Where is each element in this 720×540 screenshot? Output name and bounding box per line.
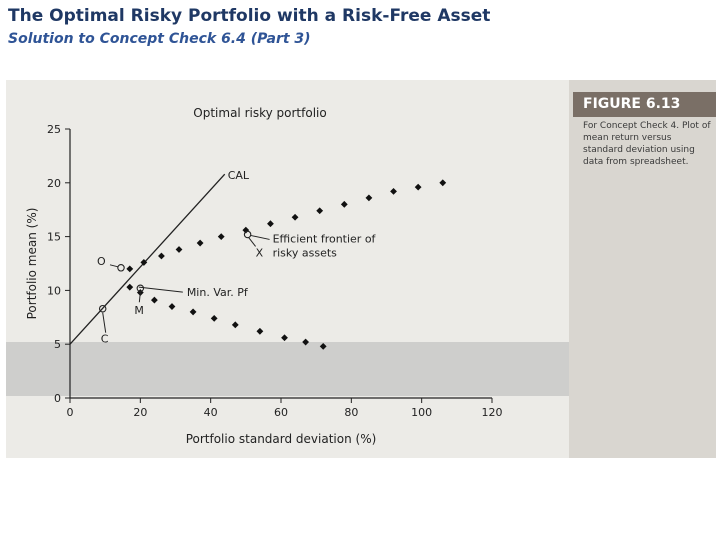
efficient-frontier-point: [140, 259, 148, 266]
point-x-label: X: [256, 246, 264, 259]
inefficient-frontier-point: [302, 338, 310, 346]
cal-line: [69, 173, 226, 345]
efficient-frontier-point: [267, 220, 274, 228]
y-tick-label: 10: [47, 284, 61, 297]
point-o-label: O: [97, 255, 106, 268]
efficient-frontier-point: [439, 179, 447, 187]
figure-side-panel: FIGURE 6.13 For Concept Check 4. Plot of…: [569, 80, 716, 458]
efficient-frontier-label-line1: Efficient frontier of: [273, 232, 377, 245]
efficient-frontier-point: [390, 188, 397, 195]
efficient-frontier-point: [175, 246, 183, 253]
efficient-frontier-label-line2: risky assets: [273, 246, 338, 259]
inefficient-frontier-points: [126, 283, 327, 350]
inefficient-frontier-point: [231, 321, 239, 329]
efficient-frontier-point: [158, 252, 165, 260]
show-through-band: [6, 342, 569, 396]
y-tick-label: 25: [47, 123, 61, 136]
pointer-m: [138, 292, 141, 303]
pointer-efficient-frontier: [250, 234, 270, 240]
plot-panel: ​ Optimal risky portfolio 02040608010012…: [6, 80, 569, 458]
min-var-label: Min. Var. Pf: [187, 286, 249, 299]
x-ticks: 0 20 40 60 80 100 120: [67, 398, 503, 419]
efficient-frontier-points: [126, 179, 447, 273]
y-tick-label: 20: [47, 177, 61, 190]
inefficient-frontier-point: [256, 327, 264, 335]
cal-label: CAL: [228, 169, 250, 182]
y-tick-label: 0: [54, 392, 61, 405]
efficient-frontier-point: [196, 239, 204, 247]
y-ticks: 0 5 10 15 20 25: [47, 123, 70, 405]
x-tick-label: 120: [482, 406, 503, 419]
hollow-point-marker: [117, 264, 125, 272]
efficient-frontier-point: [414, 183, 422, 191]
point-c-label: C: [101, 333, 109, 346]
efficient-frontier-point: [291, 213, 299, 221]
efficient-frontier-point: [242, 226, 250, 234]
pointer-c: [102, 312, 107, 333]
efficient-frontier-point: [126, 265, 134, 273]
efficient-frontier-point: [340, 200, 348, 208]
x-axis-title: Portfolio standard deviation (%): [186, 432, 377, 446]
inefficient-frontier-point: [210, 314, 218, 322]
figure-label: FIGURE 6.13: [573, 92, 716, 117]
efficient-frontier-point: [365, 194, 373, 202]
inefficient-frontier-point: [319, 342, 327, 350]
efficient-frontier-point: [217, 233, 225, 240]
figure-caption: For Concept Check 4. Plot of mean return…: [583, 121, 711, 167]
chart-svg: Optimal risky portfolio 0 20 40 60 80 100 120 …: [25, 106, 503, 446]
x-tick-label: 60: [274, 406, 288, 419]
x-tick-label: 0: [67, 406, 74, 419]
x-tick-label: 80: [344, 406, 358, 419]
efficient-frontier-point: [316, 207, 324, 215]
slide-title: The Optimal Risky Portfolio with a Risk-…: [8, 6, 491, 26]
pointer-o: [109, 264, 119, 268]
point-m-label: M: [134, 304, 144, 317]
hollow-point-marker: [243, 230, 252, 239]
inefficient-frontier-point: [126, 283, 134, 291]
x-tick-label: 100: [411, 406, 432, 419]
scanned-figure: ​ Optimal risky portfolio 02040608010012…: [6, 80, 716, 458]
pointer-x: [248, 237, 256, 247]
y-axis-title: Portfolio mean (%): [25, 208, 39, 320]
hollow-point-marker: [98, 304, 107, 313]
inefficient-frontier-point: [168, 303, 176, 310]
hollow-point-marker: [136, 284, 145, 292]
inefficient-frontier-point: [151, 296, 158, 304]
y-tick-label: 5: [54, 338, 61, 351]
pointer-min-var: [138, 286, 183, 293]
inefficient-frontier-point: [281, 334, 288, 342]
chart-title: Optimal risky portfolio: [193, 106, 326, 120]
x-tick-label: 20: [133, 406, 147, 419]
annotation-pointers: [102, 234, 270, 333]
special-points: [98, 230, 252, 313]
y-tick-label: 15: [47, 231, 61, 244]
inefficient-frontier-point: [189, 308, 197, 316]
slide-subtitle: Solution to Concept Check 6.4 (Part 3): [8, 31, 311, 47]
x-tick-label: 40: [204, 406, 218, 419]
